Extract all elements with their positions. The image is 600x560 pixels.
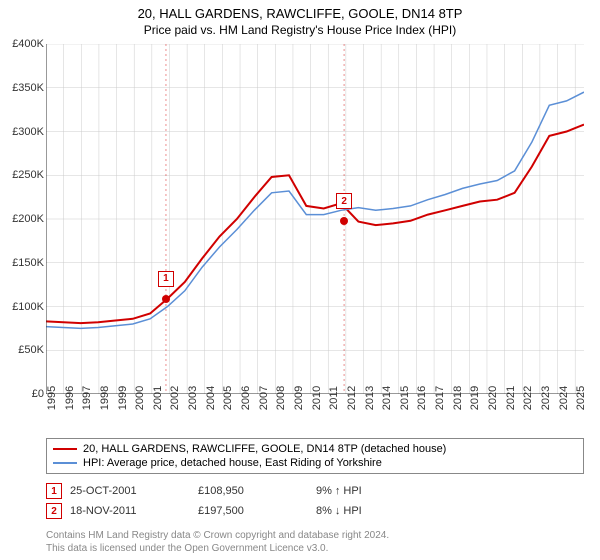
legend: 20, HALL GARDENS, RAWCLIFFE, GOOLE, DN14…: [46, 438, 584, 474]
legend-item: HPI: Average price, detached house, East…: [53, 456, 577, 470]
x-tick-label: 2015: [399, 386, 411, 410]
sale-diff: 8%↓HPI: [316, 505, 362, 517]
x-tick-label: 2005: [222, 386, 234, 410]
x-tick-label: 2004: [205, 386, 217, 410]
y-tick-label: £300K: [0, 126, 44, 138]
sale-marker: 2: [46, 503, 62, 519]
x-tick-label: 2008: [275, 386, 287, 410]
sale-diff: 9%↑HPI: [316, 485, 362, 497]
y-tick-label: £250K: [0, 169, 44, 181]
arrow-icon: ↓: [335, 505, 341, 517]
legend-label: HPI: Average price, detached house, East…: [83, 457, 382, 469]
x-tick-label: 1999: [117, 386, 129, 410]
legend-swatch: [53, 462, 77, 464]
x-tick-label: 2011: [328, 386, 340, 410]
chart-area: £0£50K£100K£150K£200K£250K£300K£350K£400…: [46, 44, 584, 394]
y-tick-label: £0: [0, 388, 44, 400]
legend-swatch: [53, 448, 77, 450]
x-tick-label: 2025: [575, 386, 587, 410]
y-tick-label: £400K: [0, 38, 44, 50]
marker-dot: [162, 295, 170, 303]
x-tick-label: 2014: [381, 386, 393, 410]
y-tick-label: £150K: [0, 257, 44, 269]
x-tick-label: 2007: [258, 386, 270, 410]
y-tick-label: £350K: [0, 82, 44, 94]
x-tick-label: 1996: [64, 386, 76, 410]
x-tick-label: 2019: [469, 386, 481, 410]
x-tick-label: 2017: [434, 386, 446, 410]
y-tick-label: £50K: [0, 344, 44, 356]
x-tick-label: 2012: [346, 386, 358, 410]
x-tick-label: 2018: [452, 386, 464, 410]
footer: Contains HM Land Registry data © Crown c…: [46, 529, 584, 555]
x-tick-label: 2021: [505, 386, 517, 410]
x-tick-label: 2003: [187, 386, 199, 410]
x-tick-label: 1997: [81, 386, 93, 410]
chart-title: 20, HALL GARDENS, RAWCLIFFE, GOOLE, DN14…: [0, 0, 600, 21]
footer-line1: Contains HM Land Registry data © Crown c…: [46, 529, 584, 542]
sale-row: 1 25-OCT-2001 £108,950 9%↑HPI: [46, 483, 584, 499]
sale-marker: 1: [46, 483, 62, 499]
marker-dot: [340, 217, 348, 225]
y-tick-label: £200K: [0, 213, 44, 225]
legend-label: 20, HALL GARDENS, RAWCLIFFE, GOOLE, DN14…: [83, 443, 446, 455]
x-tick-label: 2016: [416, 386, 428, 410]
chart-subtitle: Price paid vs. HM Land Registry's House …: [0, 21, 600, 41]
sale-price: £197,500: [198, 505, 308, 517]
x-tick-label: 2024: [558, 386, 570, 410]
marker-box: 2: [336, 193, 352, 209]
marker-box: 1: [158, 271, 174, 287]
chart-plot: [46, 44, 584, 394]
x-tick-label: 2013: [364, 386, 376, 410]
x-tick-label: 2000: [134, 386, 146, 410]
sale-date: 18-NOV-2011: [70, 505, 190, 517]
x-tick-label: 2009: [293, 386, 305, 410]
x-tick-label: 1995: [46, 386, 58, 410]
x-tick-label: 2006: [240, 386, 252, 410]
x-tick-label: 2022: [522, 386, 534, 410]
sale-date: 25-OCT-2001: [70, 485, 190, 497]
sale-price: £108,950: [198, 485, 308, 497]
x-tick-label: 2020: [487, 386, 499, 410]
legend-item: 20, HALL GARDENS, RAWCLIFFE, GOOLE, DN14…: [53, 442, 577, 456]
arrow-icon: ↑: [335, 485, 341, 497]
x-tick-label: 2002: [169, 386, 181, 410]
footer-line2: This data is licensed under the Open Gov…: [46, 542, 584, 555]
x-tick-label: 2001: [152, 386, 164, 410]
sale-row: 2 18-NOV-2011 £197,500 8%↓HPI: [46, 503, 584, 519]
y-tick-label: £100K: [0, 301, 44, 313]
x-tick-label: 2023: [540, 386, 552, 410]
x-tick-label: 2010: [311, 386, 323, 410]
x-tick-label: 1998: [99, 386, 111, 410]
